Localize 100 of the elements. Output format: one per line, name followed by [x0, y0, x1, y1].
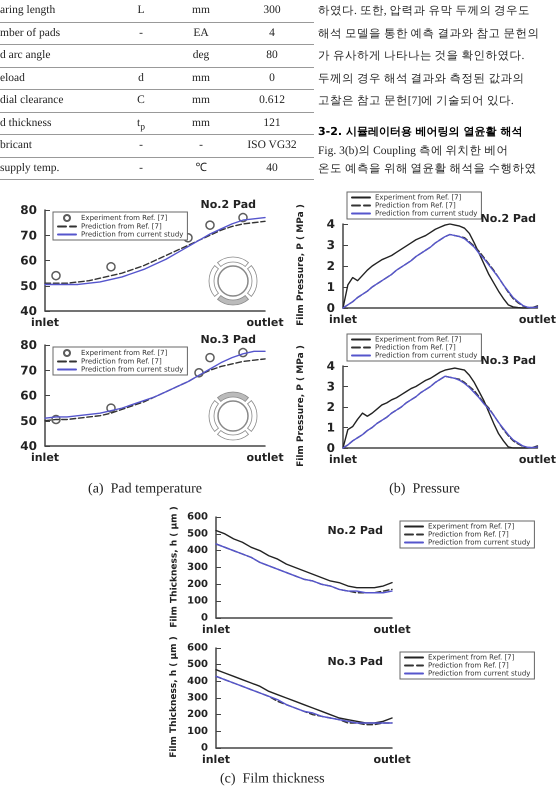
- text: bricant: [0, 139, 32, 151]
- point: [51, 414, 61, 424]
- y-tick-label: 70: [20, 363, 37, 378]
- text: d: [138, 72, 144, 84]
- text: eload: [0, 72, 25, 84]
- y-tick-label: 4: [326, 217, 335, 231]
- x-tick-label: inlet: [30, 316, 60, 329]
- text: 121: [263, 116, 281, 128]
- point: [106, 403, 116, 413]
- y-tick-label: 50: [20, 278, 37, 293]
- y-tick-label: 3: [326, 238, 335, 252]
- y-tick-label: 40: [20, 439, 37, 453]
- text: (b) Pressure: [389, 482, 460, 496]
- y-tick-label: 60: [20, 388, 37, 402]
- x-tick-label: outlet: [246, 451, 284, 464]
- text: No.3 Pad: [328, 655, 384, 668]
- text: ISO VG32: [247, 139, 297, 151]
- y-tick-label: 60: [20, 254, 37, 268]
- y-tick-label: 600: [187, 512, 208, 522]
- x-tick-label: outlet: [518, 453, 556, 466]
- x-tick-label: outlet: [246, 316, 284, 329]
- y-tick-label: 200: [187, 709, 208, 720]
- text: -: [139, 162, 143, 174]
- point: [238, 212, 248, 222]
- point: [194, 368, 204, 378]
- text: 해석 모델을 통한 예측 결과와 참고 문헌의: [318, 26, 540, 42]
- text: mm: [192, 94, 210, 106]
- text: -: [139, 139, 143, 151]
- text: 300: [263, 4, 281, 16]
- y-tick-label: 1: [326, 420, 335, 434]
- y-axis-title: Film Thickness, h ( μm ): [169, 635, 179, 760]
- text: aring length: [0, 4, 56, 16]
- chart-title: No.2 Pad: [480, 212, 536, 225]
- point: [205, 220, 215, 230]
- y-tick-label: 500: [187, 528, 208, 540]
- y-tick-label: 50: [20, 414, 37, 428]
- text: No.2 Pad: [328, 524, 384, 537]
- y-tick-label: 1: [326, 280, 335, 294]
- y-tick-label: 300: [187, 562, 208, 573]
- x-tick-label: outlet: [518, 313, 556, 326]
- point: [51, 270, 61, 280]
- text: supply temp.: [0, 162, 60, 174]
- text: EA: [193, 26, 209, 38]
- y-axis-title: Film Pressure, P ( MPa ): [296, 345, 306, 467]
- x-tick-label: inlet: [328, 313, 358, 326]
- text: ℃: [196, 162, 206, 174]
- text: 0.612: [259, 94, 285, 106]
- text: C: [137, 94, 145, 106]
- text: 40: [266, 162, 278, 174]
- text: -: [199, 139, 203, 151]
- y-tick-label: 0: [201, 742, 208, 754]
- text: 가 유사하게 나타나는 것을 확인하였다.: [318, 49, 526, 64]
- y-tick-label: 0: [326, 441, 335, 455]
- y-tick-label: 2: [326, 400, 335, 414]
- text: -: [139, 26, 143, 38]
- point: [106, 262, 116, 272]
- text: mber of pads: [0, 26, 60, 38]
- text: d arc angle: [0, 49, 50, 61]
- y-tick-label: 4: [326, 359, 335, 373]
- text: (c) Film thickness: [220, 772, 325, 786]
- text: L: [137, 4, 145, 16]
- y-tick-label: 0: [326, 301, 335, 315]
- x-tick-label: outlet: [373, 753, 411, 766]
- y-tick-label: 100: [187, 596, 208, 607]
- text: 80: [266, 49, 278, 61]
- y-tick-label: 70: [20, 228, 37, 242]
- y-axis-title: Film Thickness, h ( μm ): [169, 504, 179, 630]
- text: t$_{p}$: [137, 116, 145, 132]
- text: (a) Pad temperature: [88, 482, 202, 496]
- point: [205, 352, 215, 362]
- y-tick-label: 200: [187, 578, 208, 590]
- chart-title: No.3 Pad: [480, 354, 536, 367]
- text: 고찰은 참고 문헌[7]에 기술되어 있다.: [318, 94, 515, 109]
- text: 0: [269, 72, 275, 84]
- y-axis-title: Film Pressure, P ( MPa ): [296, 203, 306, 327]
- text: mm: [192, 72, 210, 84]
- text: 3-2. 시뮬레이터용 베어링의 열윤활 해석: [318, 124, 524, 140]
- y-tick-label: 600: [187, 642, 208, 654]
- y-tick-label: 0: [201, 612, 208, 624]
- y-tick-label: 80: [20, 203, 37, 217]
- x-tick-label: inlet: [328, 453, 358, 466]
- text: mm: [192, 4, 210, 16]
- x-tick-label: inlet: [30, 451, 60, 464]
- chart-title: No.2 Pad: [200, 198, 256, 211]
- y-tick-label: 40: [20, 304, 37, 318]
- y-tick-label: 500: [187, 659, 208, 670]
- text: 두께의 경우 해석 결과와 측정된 값과의: [318, 72, 526, 86]
- caption: Fig. 3(b)의 Coupling 측에 위치한 베어: [318, 144, 510, 159]
- y-tick-label: 300: [187, 692, 208, 704]
- y-tick-label: 3: [326, 380, 335, 394]
- text: deg: [192, 49, 210, 61]
- x-tick-label: outlet: [373, 623, 411, 636]
- y-tick-label: 80: [20, 338, 37, 352]
- point: [238, 348, 248, 358]
- text: 4: [269, 26, 275, 38]
- text: mm: [192, 116, 210, 128]
- text: 온도 예측을 위해 열윤활 해석을 수행하였: [318, 162, 538, 177]
- text: d thickness: [0, 116, 52, 128]
- text: dial clearance: [0, 94, 64, 106]
- y-tick-label: 100: [187, 726, 208, 737]
